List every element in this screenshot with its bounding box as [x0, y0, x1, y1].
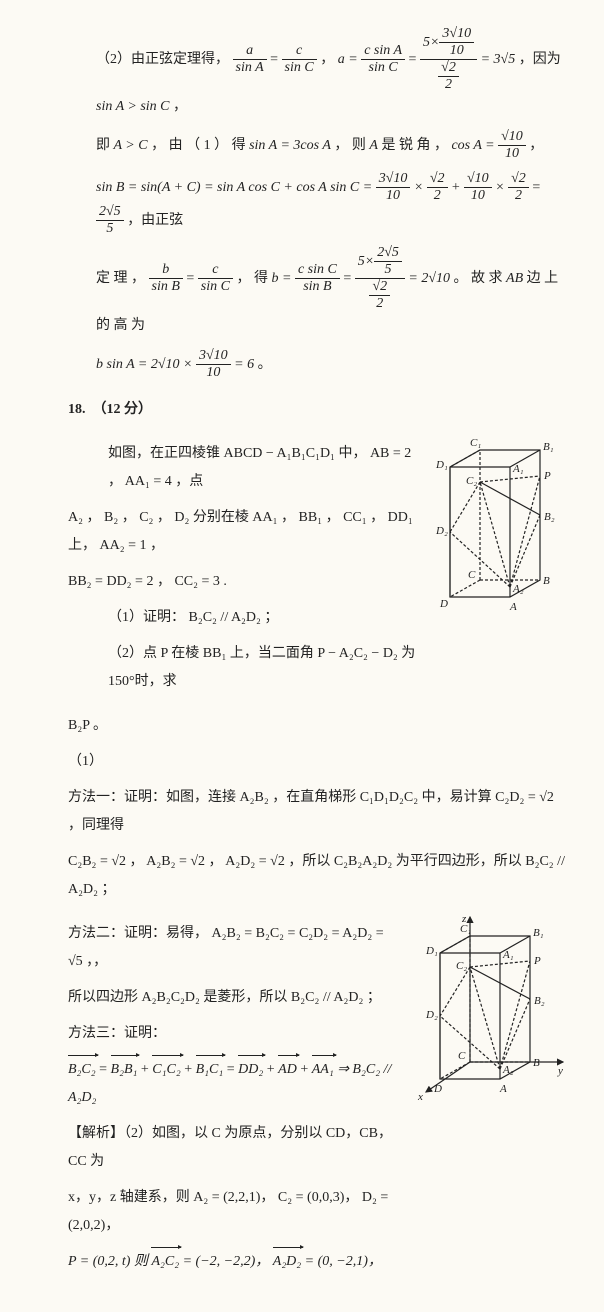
frac-big1: 5×3√1010 √22 — [420, 26, 477, 93]
figure-2: C₁ B₁ D₁ A₁ C₂ P B₂ D₂ A₂ C B D A x y z — [408, 912, 568, 1102]
page: （2）由正弦定理得， a sin A = c sin C ， a = c sin… — [0, 0, 604, 1312]
q17-line5: b sin A = 2√10 × 3√1010 = 6 。 — [96, 348, 568, 381]
svg-text:D: D — [439, 598, 448, 610]
frac-big2: 5×2√55 √22 — [355, 245, 405, 312]
svg-text:B: B — [533, 1057, 540, 1069]
svg-text:B₁: B₁ — [543, 441, 554, 453]
svg-text:B₂: B₂ — [534, 995, 545, 1007]
q18-body-row: 如图，在正四棱锥 ABCD − A₁B₁C₁D₁ 中， AB = 2 ， AA₁… — [68, 432, 568, 704]
svg-text:D: D — [433, 1083, 442, 1095]
q18-m1a: 方法一：证明：如图，连接 A₂B₂ ，在直角梯形 C₁D₁D₂C₂ 中，易计算 … — [68, 784, 568, 840]
q17-line4: 定 理 ， bsin B = csin C ， 得 b = c sin Csin… — [96, 245, 568, 340]
svg-text:D₂: D₂ — [425, 1009, 438, 1021]
q18-p1: 如图，在正四棱锥 ABCD − A₁B₁C₁D₁ 中， AB = 2 ， AA₁… — [108, 440, 422, 496]
q18-text: 如图，在正四棱锥 ABCD − A₁B₁C₁D₁ 中， AB = 2 ， AA₁… — [68, 432, 422, 704]
q18-lower-row: 方法二：证明：易得， A₂B₂ = B₂C₂ = C₂D₂ = A₂D₂ = √… — [68, 912, 568, 1284]
svg-text:P: P — [533, 955, 541, 967]
svg-text:A: A — [499, 1083, 507, 1095]
text: （2）由正弦定理得， — [96, 52, 229, 67]
svg-text:B₁: B₁ — [533, 927, 544, 939]
q18-lower-text: 方法二：证明：易得， A₂B₂ = B₂C₂ = C₂D₂ = A₂D₂ = √… — [68, 912, 400, 1284]
q17-line1: （2）由正弦定理得， a sin A = c sin C ， a = c sin… — [96, 26, 568, 121]
q18-m2a: 方法二：证明：易得， A₂B₂ = B₂C₂ = C₂D₂ = A₂D₂ = √… — [68, 920, 400, 976]
svg-text:A₂: A₂ — [502, 1064, 514, 1076]
frac-csinA-sinC: c sin A sin C — [361, 43, 405, 76]
svg-text:D₁: D₁ — [435, 459, 448, 471]
q18-part1: （1）证明： B₂C₂ // A₂D₂ ； — [108, 604, 422, 632]
q18-part2b: B₂P 。 — [68, 712, 568, 740]
frac-c-sinC: c sin C — [282, 43, 317, 76]
q18-m1b: C₂B₂ = √2 ， A₂B₂ = √2 ， A₂D₂ = √2 ，所以 C₂… — [68, 848, 568, 904]
q17-line2: 即 A > C ， 由 （ 1 ） 得 sin A = 3cos A ， 则 A… — [96, 129, 568, 162]
prism-figure-1: C₁ B₁ D₁ A₁ C₂ P B₂ D₂ A₂ C B D A — [430, 432, 568, 612]
svg-text:A: A — [509, 601, 517, 612]
q18-p3: BB₂ = DD₂ = 2 ， CC₂ = 3 . — [68, 568, 422, 596]
q18-m3a: 方法三：证明： — [68, 1020, 400, 1048]
svg-text:B₂: B₂ — [544, 511, 555, 523]
q17-line3: sin B = sin(A + C) = sin A cos C + cos A… — [96, 171, 568, 237]
svg-text:B: B — [543, 575, 550, 587]
q18-sec1: （1） — [68, 748, 568, 776]
svg-text:A₁: A₁ — [502, 949, 514, 961]
svg-text:D₁: D₁ — [425, 945, 438, 957]
prism-figure-2: C₁ B₁ D₁ A₁ C₂ P B₂ D₂ A₂ C B D A x y z — [408, 912, 568, 1102]
frac-a-sinA: a sin A — [233, 43, 267, 76]
svg-text:C₁: C₁ — [470, 437, 481, 449]
svg-text:C: C — [458, 1050, 466, 1062]
svg-text:A₁: A₁ — [512, 463, 524, 475]
figure-1: C₁ B₁ D₁ A₁ C₂ P B₂ D₂ A₂ C B D A — [430, 432, 568, 612]
svg-text:C: C — [468, 569, 476, 581]
q18-header: 18. （12 分） — [68, 396, 568, 424]
q18-sec2b: x，y，z 轴建系，则 A₂ = (2,2,1)， C₂ = (0,0,3)， … — [68, 1184, 400, 1240]
q18-m3eq: B₂C₂ = B₂B₁ + C₁C₂ + B₁C₁ = DD₂ + AD + A… — [68, 1056, 400, 1112]
q18-m2b: 所以四边形 A₂B₂C₂D₂ 是菱形，所以 B₂C₂ // A₂D₂ ； — [68, 984, 400, 1012]
q18-sec2a: 【解析】（2）如图，以 C 为原点，分别以 CD，CB，CC 为 — [68, 1120, 400, 1176]
svg-text:C₂: C₂ — [466, 475, 477, 487]
svg-text:z: z — [461, 913, 467, 925]
svg-text:D₂: D₂ — [435, 525, 448, 537]
svg-text:y: y — [557, 1065, 563, 1077]
svg-text:P: P — [543, 470, 551, 482]
q18-sec2c: P = (0,2, t) 则 A₂C₂ = (−2, −2,2)， A₂D₂ =… — [68, 1248, 400, 1276]
frac-sqrt10-10: √10 10 — [498, 129, 526, 162]
q18-part2: （2）点 P 在棱 BB₁ 上，当二面角 P − A₂C₂ − D₂ 为 150… — [108, 640, 422, 696]
svg-text:x: x — [417, 1091, 423, 1102]
svg-text:A₂: A₂ — [512, 583, 524, 595]
svg-text:C₂: C₂ — [456, 960, 467, 972]
q18-p2: A₂ ， B₂ ， C₂ ， D₂ 分别在棱 AA₁ ， BB₁ ， CC₁ ，… — [68, 504, 422, 560]
